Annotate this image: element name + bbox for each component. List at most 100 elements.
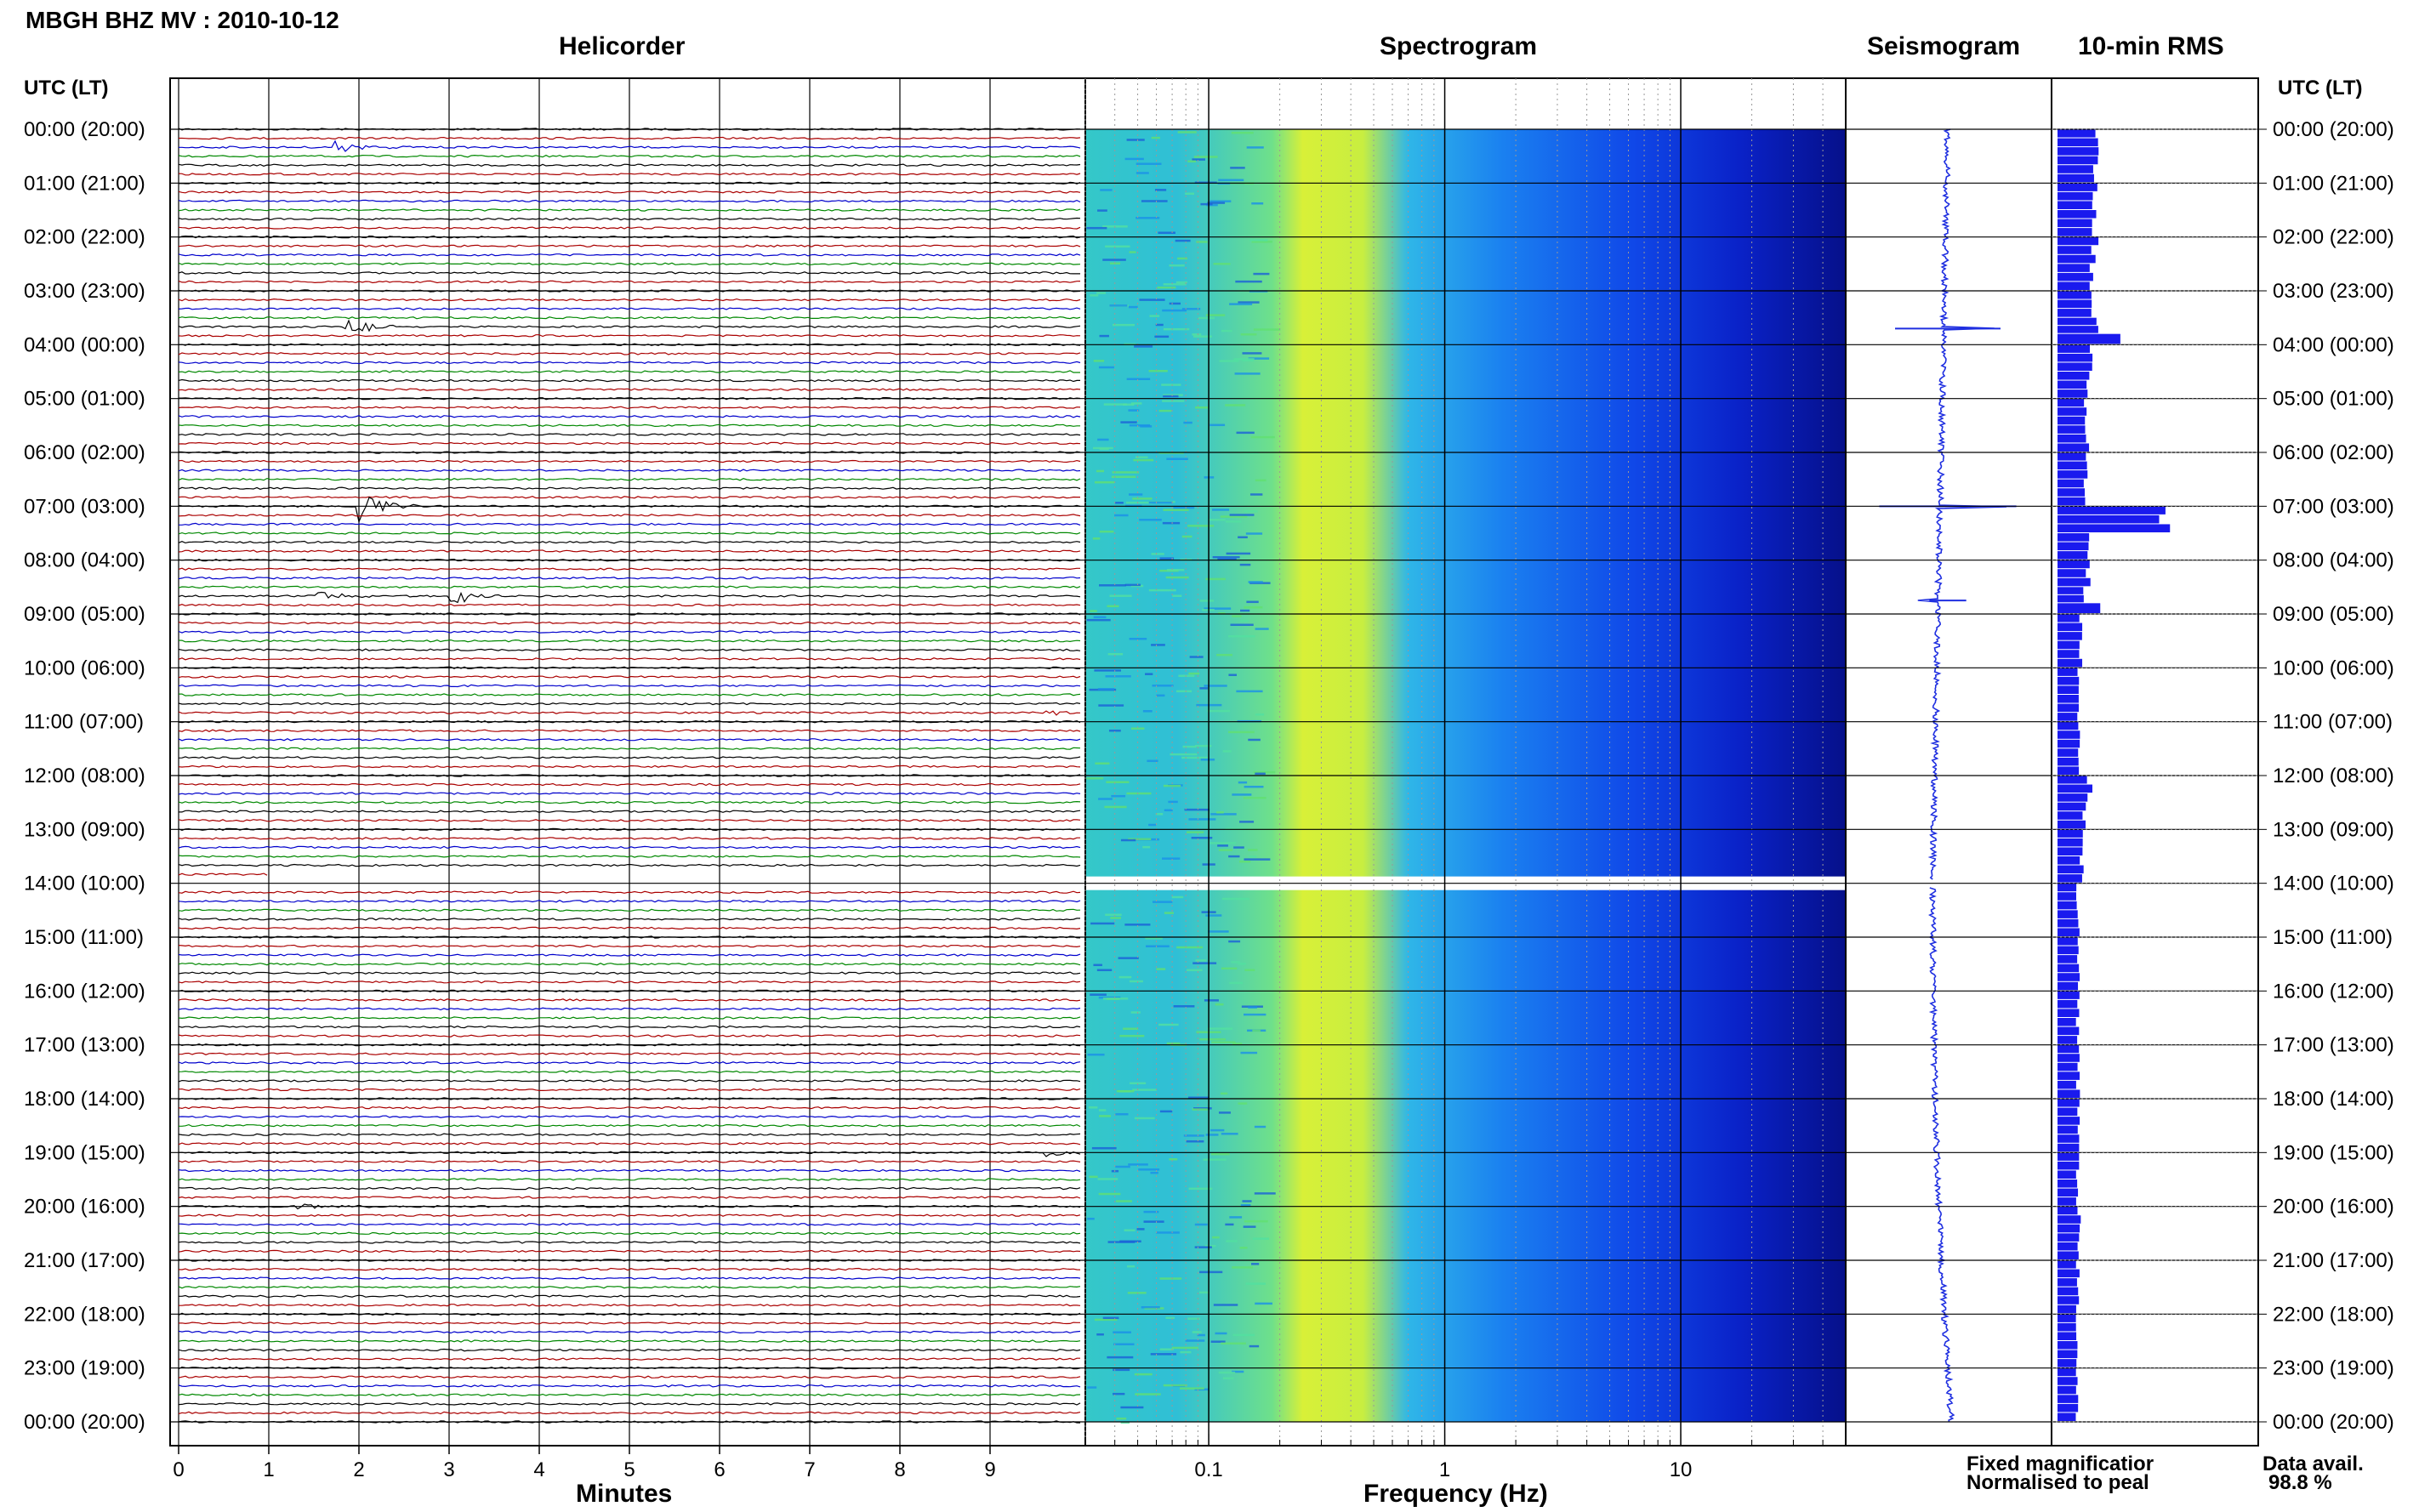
spectrogram-texture-streak xyxy=(1238,536,1248,539)
rms-bar xyxy=(2058,1242,2078,1251)
spectrogram-texture-streak xyxy=(1136,1228,1145,1231)
spectrogram-texture-streak xyxy=(1192,962,1217,964)
rms-bar xyxy=(2058,542,2089,551)
spectrogram-texture-streak xyxy=(1106,781,1130,783)
spectrogram-texture-streak xyxy=(1092,537,1101,540)
spectrogram-texture-streak xyxy=(1099,530,1114,533)
spectrogram-texture-streak xyxy=(1232,1370,1244,1373)
rms-bar xyxy=(2058,650,2080,658)
spectrogram-texture-streak xyxy=(1165,576,1189,579)
helicorder-trace-row xyxy=(179,1294,1081,1298)
spectrogram-texture-streak xyxy=(1193,335,1212,338)
spectrogram-texture-streak xyxy=(1163,395,1179,398)
helicorder-trace-row xyxy=(178,531,1081,535)
time-label-right: 05:00 (01:00) xyxy=(2273,388,2394,411)
spectrogram-texture-streak xyxy=(1109,304,1128,307)
helicorder-trace-row xyxy=(178,738,1081,742)
spectrogram-texture-streak xyxy=(1254,1192,1276,1195)
spectrogram-texture-streak xyxy=(1225,404,1246,406)
rms-bar xyxy=(2058,1367,2076,1377)
spectrogram-texture-streak xyxy=(1115,1165,1130,1168)
spectrogram-texture-streak xyxy=(1243,1225,1256,1228)
spectrogram-texture-streak xyxy=(1120,1406,1144,1409)
spectrogram-x-tick-label: 1 xyxy=(1439,1458,1450,1481)
spectrogram-texture-streak xyxy=(1245,532,1263,535)
spectrogram-texture-streak xyxy=(1207,202,1226,204)
spectrogram-texture-streak xyxy=(1095,762,1110,765)
spectrogram-texture-streak xyxy=(1222,1377,1234,1380)
time-label-right: 00:00 (20:00) xyxy=(2273,118,2394,141)
spectrogram-texture-streak xyxy=(1109,594,1132,597)
spectrogram-texture-streak xyxy=(1238,963,1246,965)
time-label-right: 19:00 (15:00) xyxy=(2273,1141,2394,1164)
spectrogram-texture-streak xyxy=(1098,1109,1107,1111)
spectrogram-texture-streak xyxy=(1212,509,1230,511)
spectrogram-texture-streak xyxy=(1113,1368,1130,1372)
rms-bar xyxy=(2058,1403,2079,1413)
rms-bar xyxy=(2058,569,2086,577)
spectrogram-texture-streak xyxy=(1228,634,1255,638)
time-label-left: 04:00 (00:00) xyxy=(24,333,145,356)
rms-bar xyxy=(2058,776,2087,784)
helicorder-trace-row xyxy=(178,549,1081,553)
rms-bar xyxy=(2058,1251,2079,1259)
spectrogram-texture-streak xyxy=(1218,1371,1236,1374)
time-label-right: 01:00 (21:00) xyxy=(2273,172,2394,195)
spectrogram-texture-streak xyxy=(1105,675,1131,678)
rms-bar xyxy=(2058,1278,2077,1287)
spectrogram-texture-streak xyxy=(1200,202,1213,206)
time-label-left: 07:00 (03:00) xyxy=(24,495,145,518)
spectrogram-texture-streak xyxy=(1194,1223,1208,1226)
rms-bar xyxy=(2058,1296,2080,1305)
spectrogram-texture-streak xyxy=(1129,638,1147,640)
helicorder-trace-row xyxy=(178,1142,1081,1145)
time-label-left: 05:00 (01:00) xyxy=(24,388,145,411)
spectrogram-texture-streak xyxy=(1152,685,1174,687)
spectrogram-texture-streak xyxy=(1112,323,1136,327)
spectrogram-texture-streak xyxy=(1217,844,1228,847)
spectrogram-texture-streak xyxy=(1177,257,1188,260)
rms-bar xyxy=(2058,1170,2076,1179)
rms-bar xyxy=(2058,1377,2078,1385)
rms-bar xyxy=(2058,721,2079,730)
spectrogram-texture-streak xyxy=(1228,730,1255,734)
helicorder-trace-row xyxy=(178,307,1081,310)
spectrogram-texture-streak xyxy=(1086,618,1111,622)
rms-bar xyxy=(2058,1044,2080,1054)
helicorder-trace-row xyxy=(178,837,1080,840)
spectrogram-texture-streak xyxy=(1127,1292,1147,1294)
spectrogram-texture-streak xyxy=(1246,600,1259,604)
spectrogram-texture-streak xyxy=(1235,280,1262,283)
spectrogram-texture-streak xyxy=(1187,525,1215,527)
spectrogram-texture-streak xyxy=(1221,967,1238,970)
spectrogram-texture-streak xyxy=(1144,1307,1164,1310)
rms-bar xyxy=(2058,533,2090,542)
spectrogram-texture-streak xyxy=(1216,811,1224,814)
helicorder-trace-row xyxy=(178,591,1081,604)
spectrogram-texture-streak xyxy=(1178,674,1195,678)
rms-bar xyxy=(2058,739,2080,748)
helicorder-trace-row xyxy=(178,756,1081,759)
helicorder-trace-row xyxy=(178,1214,1081,1217)
rms-bar xyxy=(2058,425,2086,434)
spectrogram-texture-streak xyxy=(1148,501,1173,504)
helicorder-trace-row xyxy=(178,253,1081,257)
rms-bar xyxy=(2058,1350,2078,1359)
spectrogram-texture-streak xyxy=(1234,372,1261,375)
spectrogram-texture-streak xyxy=(1090,610,1097,612)
spectrogram-texture-streak xyxy=(1181,756,1208,759)
rms-bar xyxy=(2058,632,2082,640)
rms-bar xyxy=(2058,1188,2079,1197)
spectrogram-texture-streak xyxy=(1099,584,1126,587)
spectrogram-texture-streak xyxy=(1199,1037,1227,1041)
spectrogram-texture-streak xyxy=(1128,305,1138,309)
helicorder-trace-row xyxy=(178,154,1081,158)
time-label-right: 03:00 (23:00) xyxy=(2273,280,2394,303)
spectrogram-texture-streak xyxy=(1173,1005,1195,1008)
spectrogram-texture-streak xyxy=(1238,1102,1248,1105)
spectrogram-texture-streak xyxy=(1242,352,1262,355)
time-label-right: 14:00 (10:00) xyxy=(2273,873,2394,895)
helicorder-trace-row xyxy=(178,423,1080,428)
time-label-left: 16:00 (12:00) xyxy=(24,980,145,1003)
helicorder-trace-row xyxy=(178,496,1080,499)
